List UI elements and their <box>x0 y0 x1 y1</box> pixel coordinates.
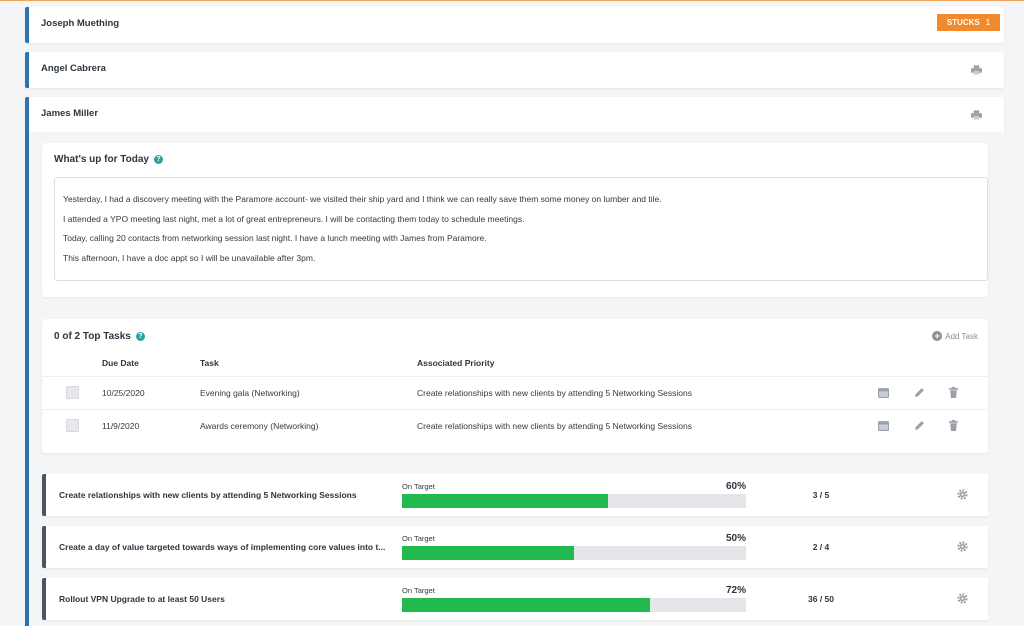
priority-card[interactable]: Create relationships with new clients by… <box>42 474 988 516</box>
priority-title: Create relationships with new clients by… <box>59 490 357 500</box>
today-line: I attended a YPO meeting last night, met… <box>63 213 525 224</box>
plus-circle-icon: + <box>932 331 943 341</box>
priority-card[interactable]: Create a day of value targeted towards w… <box>42 526 988 568</box>
task-row: 11/9/2020 Awards ceremony (Networking) C… <box>42 409 988 442</box>
person-row-james-miller[interactable]: James Miller <box>25 97 1004 133</box>
percent-label: 50% <box>725 533 746 544</box>
print-icon[interactable] <box>971 65 982 75</box>
status-label: On Target <box>402 586 435 595</box>
person-name: Joseph Muething <box>41 18 120 29</box>
today-line: Today, calling 20 contacts from networki… <box>63 233 487 244</box>
stucks-label: STUCKS <box>946 18 980 27</box>
priority-title: Create a day of value targeted towards w… <box>59 542 386 552</box>
priority-card[interactable]: Rollout VPN Upgrade to at least 50 Users… <box>42 578 988 620</box>
progress-fill <box>402 598 650 612</box>
gear-icon[interactable] <box>957 541 968 552</box>
today-line: This afternoon, I have a doc appt so I w… <box>63 252 316 263</box>
progress-bar <box>402 598 746 612</box>
help-icon[interactable]: ? <box>135 332 145 341</box>
task-priority: Create relationships with new clients by… <box>417 388 692 398</box>
add-task-label: Add Task <box>945 331 978 341</box>
column-header-priority: Associated Priority <box>417 358 495 368</box>
tasks-title-text: 0 of 2 Top Tasks <box>54 331 131 342</box>
task-due-date: 11/9/2020 <box>102 421 140 431</box>
task-name: Awards ceremony (Networking) <box>200 421 319 431</box>
stucks-count: 1 <box>985 18 991 27</box>
task-checkbox[interactable] <box>66 419 79 432</box>
progress-fill <box>402 546 574 560</box>
stucks-badge[interactable]: STUCKS 1 <box>937 14 1000 31</box>
task-name: Evening gala (Networking) <box>200 388 300 398</box>
print-icon[interactable] <box>971 110 982 120</box>
person-row-joseph-muething[interactable]: Joseph Muething STUCKS 1 <box>25 7 1004 43</box>
gear-icon[interactable] <box>957 593 968 604</box>
progress-fraction: 3 / 5 <box>812 490 830 500</box>
today-title-text: What's up for Today <box>54 154 149 165</box>
today-line: Yesterday, I had a discovery meeting wit… <box>63 194 662 204</box>
percent-label: 60% <box>725 481 746 492</box>
task-priority: Create relationships with new clients by… <box>417 421 692 431</box>
person-name: James Miller <box>41 108 99 119</box>
pencil-icon[interactable] <box>914 420 925 431</box>
column-header-due-date: Due Date <box>102 358 139 368</box>
calendar-icon[interactable] <box>878 420 889 431</box>
person-name: Angel Cabrera <box>41 63 106 74</box>
progress-fraction: 36 / 50 <box>808 594 834 604</box>
priority-title: Rollout VPN Upgrade to at least 50 Users <box>59 594 225 604</box>
tasks-title: 0 of 2 Top Tasks ? <box>54 331 145 342</box>
status-label: On Target <box>402 534 435 543</box>
calendar-icon[interactable] <box>878 387 889 398</box>
person-row-angel-cabrera[interactable]: Angel Cabrera <box>25 52 1004 88</box>
today-notes[interactable]: Yesterday, I had a discovery meeting wit… <box>54 177 988 281</box>
task-checkbox[interactable] <box>66 386 79 399</box>
status-label: On Target <box>402 482 435 491</box>
task-row: 10/25/2020 Evening gala (Networking) Cre… <box>42 376 988 409</box>
percent-label: 72% <box>725 585 746 596</box>
task-due-date: 10/25/2020 <box>102 388 145 398</box>
trash-icon[interactable] <box>948 420 959 431</box>
progress-bar <box>402 494 746 508</box>
help-icon[interactable]: ? <box>153 155 163 164</box>
column-header-task: Task <box>200 358 219 368</box>
progress-bar <box>402 546 746 560</box>
tasks-card: 0 of 2 Top Tasks ? + Add Task Due Date T… <box>42 319 988 453</box>
progress-fill <box>402 494 609 508</box>
pencil-icon[interactable] <box>914 387 925 398</box>
progress-fraction: 2 / 4 <box>812 542 830 552</box>
today-title: What's up for Today ? <box>54 154 163 165</box>
add-task-button[interactable]: + Add Task <box>932 331 978 341</box>
trash-icon[interactable] <box>948 387 959 398</box>
today-card: What's up for Today ? Yesterday, I had a… <box>42 143 988 297</box>
gear-icon[interactable] <box>957 489 968 500</box>
